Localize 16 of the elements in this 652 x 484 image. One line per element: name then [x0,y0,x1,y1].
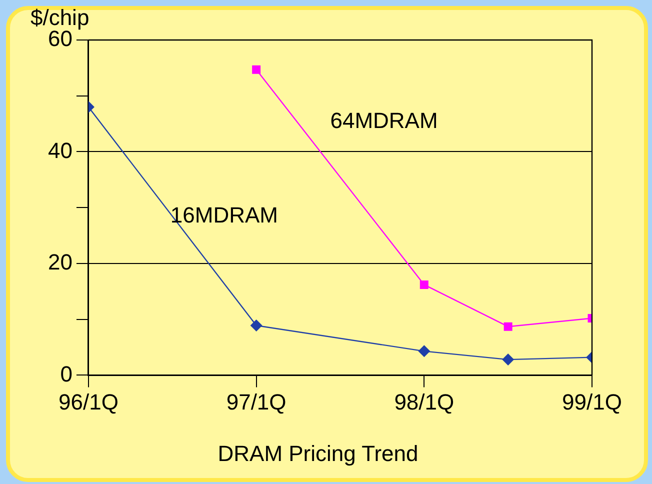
x-tick-label: 96/1Q [58,389,118,414]
y-tick-label: 0 [60,361,72,386]
x-tick-label: 99/1Q [562,389,622,414]
y-tick-label: 40 [48,138,72,163]
series-label: 64MDRAM [330,108,438,134]
point [252,65,261,74]
point [420,280,428,289]
point [502,354,514,366]
y-tick-label: 20 [48,250,72,275]
series-label: 16MDRAM [170,202,278,228]
x-tick-label: 98/1Q [394,389,454,414]
point [418,345,430,358]
point [250,319,262,332]
x-tick-label: 97/1Q [226,389,286,414]
point [504,322,512,331]
text: DRAM Pricing Trend [218,440,418,466]
